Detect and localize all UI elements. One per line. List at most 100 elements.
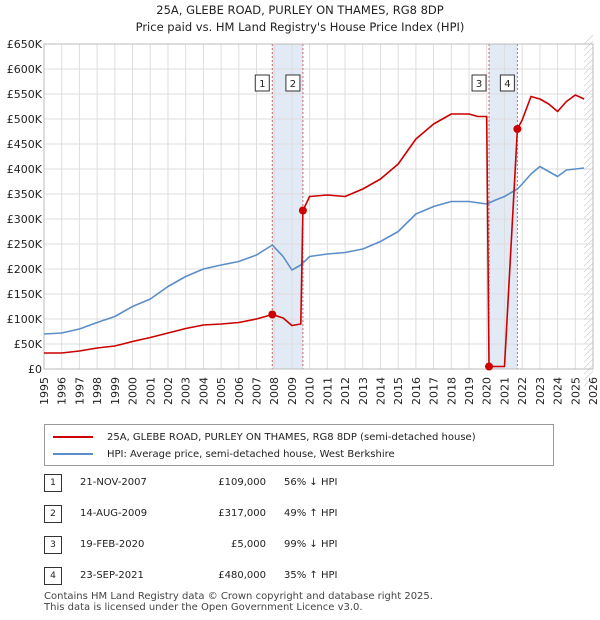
hatch-line (583, 94, 594, 105)
hatch-line (583, 208, 594, 219)
x-tick-label: 2013 (357, 377, 370, 405)
property-series-line (44, 94, 585, 368)
x-tick-label: 2002 (162, 377, 175, 405)
transaction-badge: 2 (44, 505, 62, 523)
transaction-date: 23-SEP-2021 (80, 570, 144, 581)
hatch-line (583, 304, 594, 315)
transaction-label-box (285, 74, 301, 92)
x-tick-label: 2023 (534, 377, 547, 405)
hatch-line (583, 292, 594, 303)
table-row: 4 23-SEP-2021 £480,000 35% ↑ HPI (0, 567, 600, 587)
transaction-price: £109,000 (218, 477, 266, 488)
transaction-price: £5,000 (231, 539, 266, 550)
hatch-line (583, 352, 594, 363)
hatch-line (583, 346, 594, 357)
hatch-line (583, 64, 594, 75)
hatch-line (583, 262, 594, 273)
hatch-line (583, 142, 594, 153)
hatch-line (583, 334, 594, 345)
x-tick-label: 1997 (73, 377, 86, 405)
hatch-line (583, 328, 594, 339)
x-tick-label: 2010 (304, 377, 317, 405)
hatch-line (583, 220, 594, 231)
hpi-series-line (43, 165, 585, 335)
y-tick-label: £450K (7, 138, 43, 151)
x-tick-label: 2007 (251, 377, 264, 405)
y-tick-label: £350K (7, 188, 43, 201)
transaction-label: 4 (499, 74, 515, 92)
hatch-line (583, 196, 594, 207)
transaction-label-text: 2 (290, 79, 296, 90)
transaction-badge: 4 (44, 567, 62, 585)
hatch-line (583, 202, 594, 213)
x-tick-label: 2012 (339, 377, 352, 405)
hatch-line (583, 172, 594, 183)
x-tick-label: 2001 (144, 377, 157, 405)
x-tick-label: 2017 (428, 377, 441, 405)
plot-frame (43, 43, 594, 370)
legend-item-hpi: HPI: Average price, semi-detached house,… (53, 446, 395, 462)
transaction-point (513, 125, 522, 133)
table-row: 2 14-AUG-2009 £317,000 49% ↑ HPI (0, 505, 600, 525)
hatch-line (583, 136, 594, 147)
hatch-line (583, 226, 594, 237)
legend-swatch-hpi (53, 453, 93, 455)
hatch-line (583, 82, 594, 93)
hatch-line (583, 322, 594, 333)
transaction-label-box (254, 74, 270, 92)
y-tick-label: £500K (7, 113, 43, 126)
price-chart: 25A, GLEBE ROAD, PURLEY ON THAMES, RG8 8… (7, 3, 600, 405)
transaction-point (298, 206, 307, 215)
y-tick-label: £150K (7, 288, 43, 301)
hatch-line (583, 184, 594, 195)
transaction-badge: 1 (44, 474, 62, 492)
x-tick-label: 2004 (197, 377, 210, 405)
chart-title-line2: Price paid vs. HM Land Registry's House … (136, 20, 465, 34)
x-tick-label: 2008 (268, 377, 281, 405)
hatch-line (583, 256, 594, 267)
hatch-line (583, 70, 594, 81)
x-tick-label: 2024 (552, 377, 565, 405)
hatch-line (583, 376, 594, 387)
hatch-line (583, 268, 594, 279)
x-tick-label: 2020 (481, 377, 494, 405)
x-tick-label: 2006 (233, 377, 246, 405)
x-tick-label: 2021 (498, 377, 511, 405)
hatch-line (583, 148, 594, 159)
hatch-line (583, 34, 594, 45)
hatch-line (583, 112, 594, 123)
hatch-line (583, 130, 594, 141)
legend-label-hpi: HPI: Average price, semi-detached house,… (107, 448, 395, 460)
hatch-line (583, 244, 594, 255)
hatch-line (583, 214, 594, 225)
legend: 25A, GLEBE ROAD, PURLEY ON THAMES, RG8 8… (44, 424, 554, 466)
transaction-label: 3 (471, 74, 487, 92)
hatch-line (583, 40, 594, 51)
transaction-date: 19-FEB-2020 (80, 539, 145, 550)
footer-licence: This data is licensed under the Open Gov… (44, 602, 363, 613)
hatch-line (583, 364, 594, 375)
transaction-hpi: 49% ↑ HPI (284, 508, 338, 519)
hatch-line (583, 154, 594, 165)
hatch-line (583, 100, 594, 111)
hatch-line (583, 280, 594, 291)
transaction-hpi: 56% ↓ HPI (284, 477, 338, 488)
transaction-hpi: 35% ↑ HPI (284, 570, 338, 581)
hatch-line (583, 76, 594, 87)
y-tick-label: £50K (14, 338, 43, 351)
x-tick-label: 2025 (569, 377, 582, 405)
y-tick-label: £250K (7, 238, 43, 251)
y-tick-label: £0 (28, 363, 42, 376)
shaded-period (272, 44, 303, 369)
transaction-label-box (471, 74, 487, 92)
hatch-line (583, 46, 594, 57)
transaction-label-text: 1 (259, 79, 265, 90)
x-tick-label: 1995 (38, 377, 51, 405)
x-tick-label: 2026 (587, 377, 600, 405)
y-tick-label: £600K (7, 63, 43, 76)
hatch-line (583, 118, 594, 129)
hatch-line (583, 274, 594, 285)
transaction-point (485, 362, 494, 371)
y-tick-label: £550K (7, 88, 43, 101)
x-tick-label: 1996 (56, 377, 69, 405)
